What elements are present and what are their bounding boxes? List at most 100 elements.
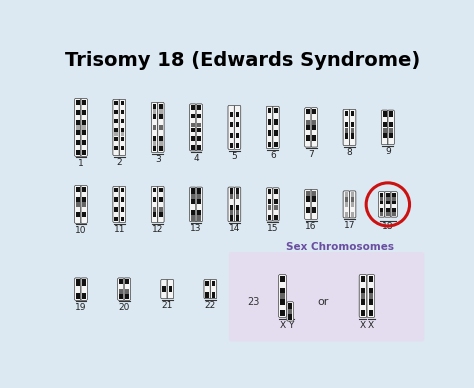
- Bar: [312, 120, 316, 125]
- Bar: [345, 133, 348, 139]
- Bar: [345, 202, 348, 207]
- Bar: [153, 104, 156, 109]
- Bar: [114, 119, 118, 123]
- Bar: [120, 119, 124, 123]
- Bar: [274, 189, 278, 194]
- Bar: [159, 104, 163, 109]
- Bar: [386, 201, 390, 204]
- FancyBboxPatch shape: [161, 279, 167, 299]
- Bar: [380, 193, 383, 197]
- Bar: [159, 188, 163, 192]
- Bar: [212, 281, 215, 286]
- FancyBboxPatch shape: [228, 106, 235, 149]
- Text: 4: 4: [193, 154, 199, 163]
- Bar: [82, 212, 86, 217]
- Bar: [114, 188, 118, 192]
- Bar: [159, 197, 163, 202]
- Bar: [274, 215, 278, 220]
- Bar: [82, 125, 86, 130]
- Bar: [126, 294, 129, 299]
- FancyBboxPatch shape: [119, 186, 126, 222]
- Bar: [76, 187, 80, 192]
- Bar: [191, 210, 195, 215]
- Bar: [114, 128, 118, 132]
- Bar: [383, 133, 386, 138]
- Bar: [119, 294, 123, 299]
- Bar: [236, 210, 239, 215]
- Bar: [229, 122, 233, 127]
- Bar: [120, 188, 124, 192]
- Bar: [274, 142, 278, 147]
- Text: 15: 15: [267, 223, 279, 233]
- Bar: [236, 189, 239, 194]
- FancyBboxPatch shape: [349, 191, 356, 218]
- Text: 19: 19: [75, 303, 87, 312]
- Bar: [120, 217, 124, 221]
- Bar: [383, 122, 386, 127]
- FancyBboxPatch shape: [113, 99, 119, 156]
- Text: 5: 5: [231, 152, 237, 161]
- Bar: [312, 207, 316, 213]
- Bar: [159, 212, 163, 217]
- Bar: [306, 196, 310, 202]
- Bar: [369, 299, 373, 305]
- Bar: [191, 189, 195, 194]
- Bar: [389, 122, 393, 127]
- Text: X: X: [279, 320, 285, 330]
- Text: 7: 7: [308, 150, 314, 159]
- Bar: [153, 125, 156, 130]
- Bar: [76, 130, 80, 135]
- Bar: [236, 215, 239, 221]
- FancyBboxPatch shape: [167, 279, 173, 299]
- Bar: [120, 146, 124, 150]
- Bar: [361, 310, 365, 316]
- Text: 1: 1: [78, 159, 84, 168]
- FancyBboxPatch shape: [234, 187, 241, 222]
- FancyBboxPatch shape: [204, 279, 210, 299]
- Bar: [351, 111, 355, 116]
- Bar: [191, 114, 195, 118]
- FancyBboxPatch shape: [228, 187, 235, 222]
- Bar: [274, 130, 278, 136]
- Bar: [76, 110, 80, 115]
- Bar: [169, 286, 172, 292]
- Bar: [306, 125, 310, 130]
- Bar: [82, 202, 86, 207]
- Bar: [120, 207, 124, 212]
- Bar: [312, 125, 316, 130]
- Bar: [280, 276, 284, 282]
- Bar: [191, 137, 195, 141]
- Bar: [197, 210, 201, 215]
- Bar: [153, 188, 156, 192]
- Bar: [280, 310, 284, 316]
- Bar: [197, 128, 201, 132]
- Bar: [312, 196, 316, 202]
- Bar: [351, 192, 355, 197]
- FancyBboxPatch shape: [81, 99, 87, 156]
- Bar: [280, 288, 284, 293]
- Bar: [229, 204, 233, 210]
- FancyBboxPatch shape: [266, 106, 273, 149]
- Bar: [197, 114, 201, 118]
- Bar: [159, 125, 163, 130]
- Bar: [159, 146, 163, 151]
- Bar: [268, 130, 272, 136]
- Bar: [389, 133, 393, 138]
- Bar: [380, 201, 383, 204]
- Bar: [306, 120, 310, 125]
- FancyBboxPatch shape: [113, 186, 119, 222]
- Bar: [82, 279, 86, 286]
- Bar: [312, 191, 316, 196]
- Bar: [274, 199, 278, 204]
- Bar: [114, 207, 118, 212]
- FancyBboxPatch shape: [151, 102, 158, 152]
- Bar: [76, 279, 80, 286]
- Text: 18: 18: [382, 222, 393, 231]
- Text: Trisomy 18 (Edwards Syndrome): Trisomy 18 (Edwards Syndrome): [65, 51, 420, 70]
- Bar: [82, 110, 86, 115]
- Bar: [159, 114, 163, 120]
- Bar: [312, 109, 316, 114]
- Bar: [386, 197, 390, 201]
- FancyBboxPatch shape: [118, 278, 124, 300]
- FancyBboxPatch shape: [273, 188, 279, 221]
